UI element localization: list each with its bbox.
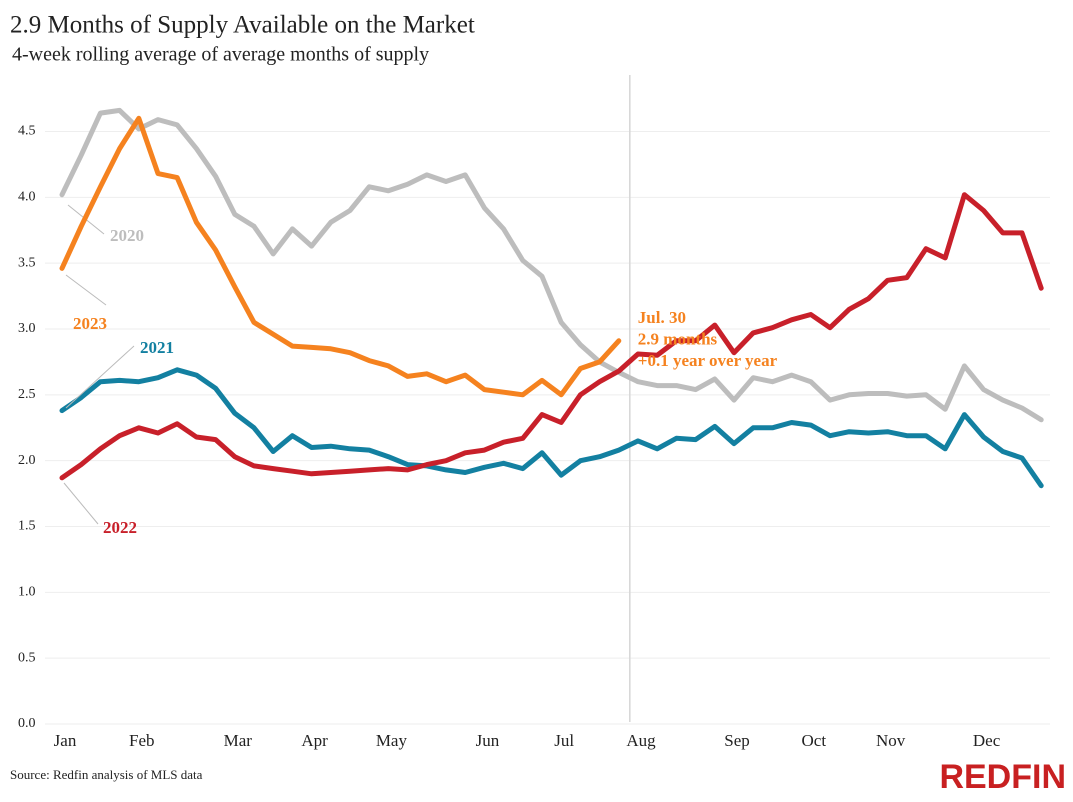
series-line bbox=[59, 367, 1044, 489]
y-tick-label: 4.5 bbox=[18, 124, 36, 139]
y-tick-label: 1.5 bbox=[18, 519, 36, 534]
annotation: Jul. 30 bbox=[638, 308, 686, 327]
x-tick-label: Jul bbox=[554, 731, 574, 750]
chart-title: 2.9 Months of Supply Available on the Ma… bbox=[10, 12, 475, 39]
y-tick-label: 2.5 bbox=[18, 387, 36, 402]
series-line bbox=[59, 192, 1044, 481]
x-tick-label: May bbox=[376, 731, 408, 750]
series-label: 2022 bbox=[103, 518, 137, 537]
series-line bbox=[59, 115, 622, 398]
y-tick-label: 2.0 bbox=[18, 453, 36, 468]
series-line bbox=[59, 107, 1044, 423]
y-tick-label: 3.5 bbox=[18, 255, 36, 270]
logo: REDFIN bbox=[939, 758, 1066, 796]
x-tick-label: Sep bbox=[724, 731, 750, 750]
x-tick-label: Feb bbox=[129, 731, 155, 750]
y-tick-label: 0.5 bbox=[18, 650, 36, 665]
x-tick-label: Jun bbox=[476, 731, 500, 750]
x-tick-label: Nov bbox=[876, 731, 906, 750]
y-tick-label: 1.0 bbox=[18, 585, 36, 600]
source: Source: Redfin analysis of MLS data bbox=[10, 767, 203, 782]
label-leader bbox=[65, 345, 135, 409]
x-tick-label: Aug bbox=[626, 731, 656, 750]
x-tick-label: Jan bbox=[54, 731, 77, 750]
label-leader bbox=[65, 274, 107, 306]
series-label: 2021 bbox=[140, 338, 174, 357]
y-tick-label: 3.0 bbox=[18, 321, 36, 336]
y-tick-label: 0.0 bbox=[18, 716, 36, 731]
annotation: +0.1 year over year bbox=[638, 351, 778, 370]
x-tick-label: Mar bbox=[224, 731, 253, 750]
chart-subtitle: 4-week rolling average of average months… bbox=[12, 44, 429, 66]
y-tick-label: 4.0 bbox=[18, 190, 36, 205]
series-label: 2020 bbox=[110, 226, 144, 245]
annotation: 2.9 months bbox=[638, 329, 718, 348]
x-tick-label: Dec bbox=[973, 731, 1001, 750]
x-tick-label: Oct bbox=[802, 731, 827, 750]
series-label: 2023 bbox=[73, 314, 107, 333]
x-tick-label: Apr bbox=[301, 731, 328, 750]
label-leader bbox=[63, 482, 99, 525]
